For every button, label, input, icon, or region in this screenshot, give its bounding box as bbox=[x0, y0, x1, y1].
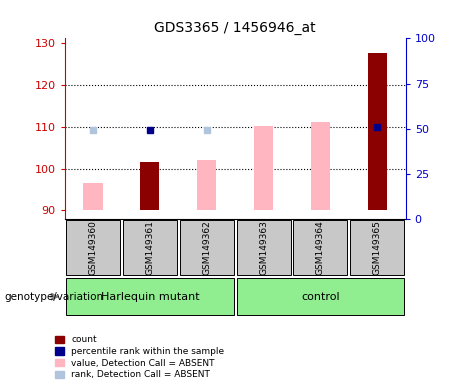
Bar bbox=[197, 160, 216, 210]
FancyBboxPatch shape bbox=[293, 220, 348, 275]
Text: Harlequin mutant: Harlequin mutant bbox=[100, 291, 199, 302]
Bar bbox=[311, 122, 330, 210]
Bar bbox=[83, 183, 102, 210]
FancyBboxPatch shape bbox=[180, 220, 234, 275]
Text: GSM149362: GSM149362 bbox=[202, 220, 211, 275]
Bar bbox=[368, 53, 387, 210]
Text: GSM149364: GSM149364 bbox=[316, 220, 325, 275]
Title: GDS3365 / 1456946_at: GDS3365 / 1456946_at bbox=[154, 21, 316, 35]
Text: GSM149360: GSM149360 bbox=[89, 220, 97, 275]
FancyBboxPatch shape bbox=[236, 278, 404, 315]
Text: GSM149361: GSM149361 bbox=[145, 220, 154, 275]
Bar bbox=[140, 162, 160, 210]
Text: GSM149365: GSM149365 bbox=[373, 220, 382, 275]
FancyBboxPatch shape bbox=[236, 220, 290, 275]
Legend: count, percentile rank within the sample, value, Detection Call = ABSENT, rank, : count, percentile rank within the sample… bbox=[55, 335, 225, 379]
Text: control: control bbox=[301, 291, 340, 302]
FancyBboxPatch shape bbox=[66, 278, 234, 315]
Text: GSM149363: GSM149363 bbox=[259, 220, 268, 275]
FancyBboxPatch shape bbox=[66, 220, 120, 275]
FancyBboxPatch shape bbox=[123, 220, 177, 275]
Text: genotype/variation: genotype/variation bbox=[5, 291, 104, 302]
FancyBboxPatch shape bbox=[350, 220, 404, 275]
Bar bbox=[254, 126, 273, 210]
